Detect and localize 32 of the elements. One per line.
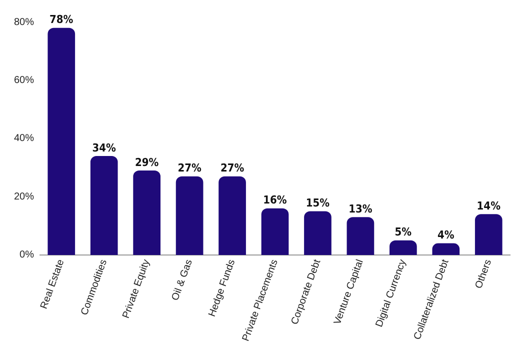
y-tick-label: 60% (14, 74, 34, 86)
x-tick-label: Private Equity (120, 258, 152, 320)
data-label: 27% (178, 162, 202, 175)
data-label: 78% (50, 13, 74, 26)
x-tick-label: Others (473, 258, 494, 290)
y-tick-label: 40% (14, 133, 34, 144)
bar (432, 243, 460, 255)
bar (304, 211, 332, 255)
data-label: 29% (134, 156, 159, 169)
bar (48, 28, 76, 255)
y-tick-label: 0% (20, 250, 34, 261)
data-label: 13% (348, 202, 372, 216)
bar (390, 240, 417, 255)
bar (218, 176, 246, 255)
bar (346, 217, 374, 255)
data-label: 15% (306, 196, 330, 210)
bar (133, 170, 160, 255)
data-label: 4% (438, 228, 454, 242)
data-label: 27% (220, 162, 244, 175)
data-label: 34% (92, 141, 116, 154)
y-tick-label: 20% (14, 191, 34, 202)
bar (176, 176, 204, 255)
x-tick-label: Hedge Funds (206, 258, 238, 318)
bar (261, 208, 289, 255)
y-tick-label: 80% (14, 16, 34, 28)
bar (474, 214, 502, 255)
data-label: 5% (394, 226, 412, 239)
x-tick-label: Oil & Gas (170, 258, 195, 302)
bar (90, 156, 118, 255)
data-label: 16% (263, 194, 287, 207)
x-tick-label: Real Estate (38, 258, 67, 310)
data-label: 14% (476, 200, 501, 213)
